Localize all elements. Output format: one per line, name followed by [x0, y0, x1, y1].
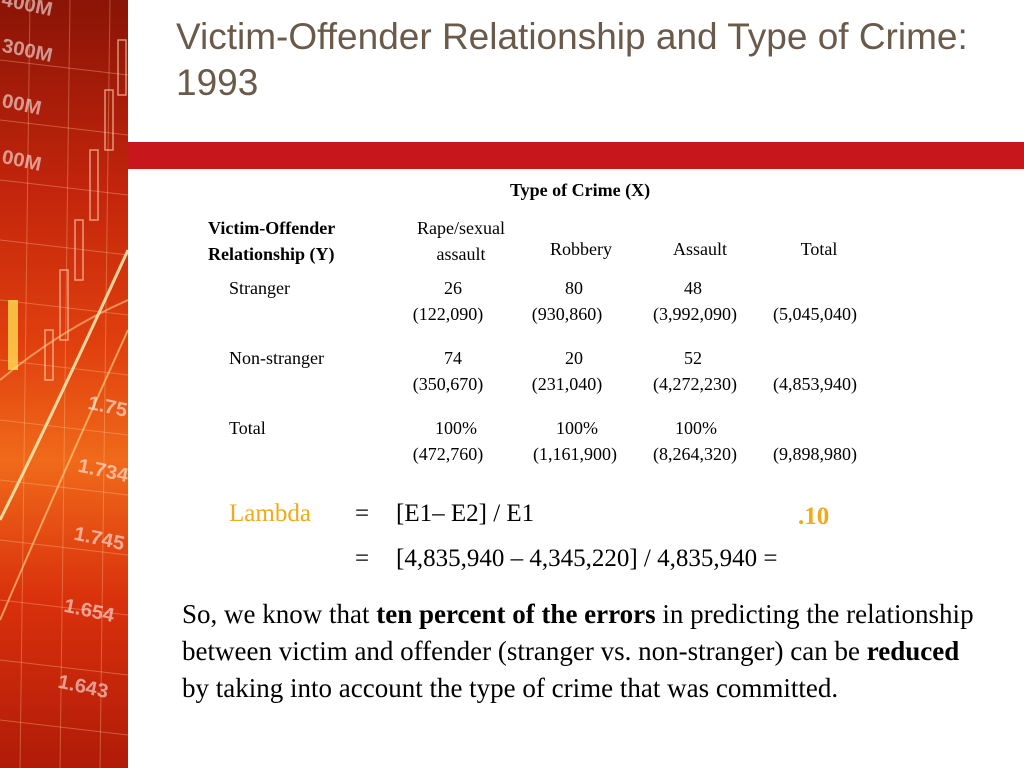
- formula-computation: [4,835,940 – 4,345,220] / 4,835,940 =: [396, 545, 778, 572]
- table-cell: (3,992,090): [653, 304, 737, 324]
- conclusion-text: in predicting the relationship between v…: [182, 599, 974, 666]
- table-caption: Type of Crime (X): [509, 180, 651, 200]
- table-cell: (5,045,040): [773, 304, 857, 324]
- stock-chart-graphic: [0, 0, 128, 768]
- table-cell: (472,760): [412, 444, 484, 464]
- conclusion-text: So, we know that: [182, 599, 377, 629]
- column-header-rape: assault: [436, 244, 486, 264]
- row-label: Non-stranger: [229, 348, 324, 368]
- lambda-result: .10: [798, 503, 830, 530]
- table-cell: (231,040): [531, 374, 603, 394]
- conclusion-text: by taking into account the type of crime…: [182, 673, 839, 703]
- table-cell: 26: [444, 278, 462, 298]
- table-cell: 100%: [675, 418, 717, 438]
- table-cell: (4,853,940): [773, 374, 857, 394]
- column-header-rape: Rape/sexual: [417, 218, 505, 238]
- equals-sign: =: [355, 500, 370, 527]
- conclusion-emphasis: reduced: [866, 636, 960, 666]
- table-cell: 100%: [435, 418, 477, 438]
- table-cell: (1,161,900): [533, 444, 617, 464]
- table-cell: 80: [565, 278, 583, 298]
- table-cell: (122,090): [412, 304, 484, 324]
- table-cell: 52: [684, 348, 702, 368]
- table-cell: (350,670): [412, 374, 484, 394]
- table-cell: (4,272,230): [653, 374, 737, 394]
- row-label: Stranger: [229, 278, 290, 298]
- row-label: Total: [229, 418, 266, 438]
- conclusion-paragraph: So, we know that ten percent of the erro…: [182, 596, 982, 707]
- decorative-sidebar: 400M 300M 00M 00M 1.75 1.734 1.745 1.654…: [0, 0, 128, 768]
- table-cell: (8,264,320): [653, 444, 737, 464]
- conclusion-emphasis: ten percent of the errors: [376, 599, 656, 629]
- title-divider-band: [128, 142, 1024, 169]
- row-header: Victim-Offender: [208, 218, 336, 238]
- table-cell: 20: [565, 348, 583, 368]
- column-header-assault: Assault: [673, 239, 727, 259]
- formula-expression: [E1– E2] / E1: [396, 500, 535, 527]
- equals-sign: =: [355, 545, 370, 572]
- column-header-total: Total: [800, 239, 838, 259]
- table-cell: 100%: [556, 418, 598, 438]
- column-header-robbery: Robbery: [550, 239, 612, 259]
- slide-title: Victim-Offender Relationship and Type of…: [176, 16, 968, 103]
- table-cell: (9,898,980): [773, 444, 857, 464]
- table-cell: 48: [684, 278, 702, 298]
- lambda-label: Lambda: [229, 500, 311, 527]
- table-cell: (930,860): [531, 304, 603, 324]
- table-cell: 74: [444, 348, 462, 368]
- row-header: Relationship (Y): [208, 244, 335, 264]
